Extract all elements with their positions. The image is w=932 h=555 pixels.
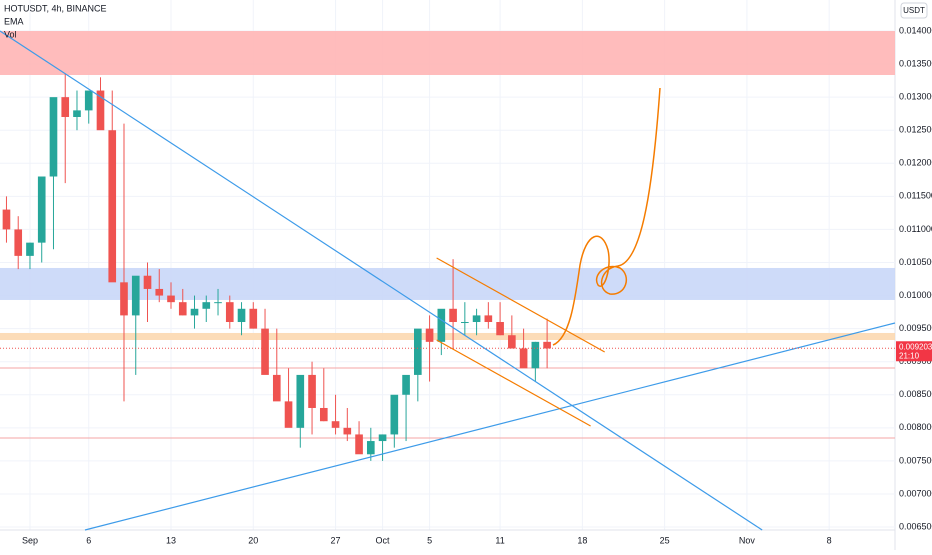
candle-body	[73, 110, 81, 117]
candle-body	[390, 394, 399, 435]
candle-body	[508, 335, 516, 349]
candle-body	[96, 90, 105, 131]
currency-button[interactable]	[900, 2, 928, 19]
indicator-label: EMA	[4, 16, 24, 26]
indicator-label: Vol	[4, 29, 17, 39]
candle-body	[437, 308, 446, 342]
candle-body	[284, 401, 293, 428]
candle-body	[178, 302, 187, 316]
candle-body	[84, 90, 93, 111]
x-tick-label: 8	[827, 535, 832, 545]
candle-body	[449, 308, 457, 323]
candle-body	[425, 328, 434, 342]
currency-label[interactable]: USDT	[903, 6, 925, 15]
x-tick-label: Oct	[376, 535, 391, 545]
chart-title: HOTUSDT, 4h, BINANCE	[4, 3, 107, 13]
candle-body	[296, 374, 305, 428]
trend-line	[436, 339, 591, 427]
x-tick-label: Nov	[739, 535, 756, 545]
candle-body	[414, 328, 422, 375]
candle-body	[319, 407, 328, 422]
candle-body	[249, 308, 258, 329]
zone	[0, 332, 895, 340]
candle-body	[26, 242, 34, 256]
candle-body	[202, 302, 211, 309]
x-tick-label: Sep	[22, 535, 38, 545]
candle-body	[2, 209, 11, 230]
x-tick-label: 13	[166, 535, 176, 545]
last-price-box	[896, 341, 932, 362]
candle-body	[519, 348, 528, 369]
candle-body	[355, 434, 363, 455]
candle-body	[543, 341, 551, 349]
candle-body	[167, 295, 175, 303]
price-axis-bg	[895, 0, 932, 550]
x-tick-label: 20	[248, 535, 258, 545]
x-tick-label: 25	[660, 535, 670, 545]
candle-body	[402, 374, 410, 395]
trend-line	[0, 30, 763, 531]
candle-body	[531, 341, 540, 369]
countdown-label: 21:10	[899, 351, 920, 360]
candle-body	[272, 374, 281, 402]
candle-body	[143, 275, 152, 289]
candle-body	[190, 308, 199, 316]
candle-body	[366, 441, 375, 455]
candle-body	[49, 97, 58, 177]
x-tick-label: 5	[427, 535, 432, 545]
candle-body	[155, 288, 164, 296]
candle-body	[120, 282, 128, 316]
candle-body	[61, 97, 70, 117]
candle-body	[261, 328, 269, 375]
hand-drawn-path	[552, 87, 661, 346]
candle-body	[496, 322, 504, 336]
candle-body	[37, 176, 46, 243]
trend-line	[436, 257, 605, 353]
x-tick-label: 6	[86, 535, 91, 545]
candle-body	[108, 130, 117, 283]
candle-body	[237, 308, 246, 323]
candle-body	[461, 322, 469, 324]
candle-body	[214, 302, 222, 304]
y-tick-label: 0.014000	[899, 25, 932, 35]
last-price-label: 0.009203	[899, 342, 932, 351]
candle-body	[331, 421, 340, 428]
x-tick-label: 11	[495, 535, 504, 545]
candle-body	[14, 229, 23, 256]
zone	[0, 31, 895, 75]
candle-body	[378, 434, 387, 442]
candle-body	[472, 315, 481, 323]
candle-body	[343, 427, 352, 435]
candle-body	[225, 302, 234, 323]
x-tick-label: 18	[577, 535, 587, 545]
candle-body	[131, 275, 140, 316]
candle-body	[308, 374, 316, 408]
trend-line	[84, 322, 896, 531]
x-tick-label: 27	[331, 535, 341, 545]
candle-body	[484, 315, 493, 323]
